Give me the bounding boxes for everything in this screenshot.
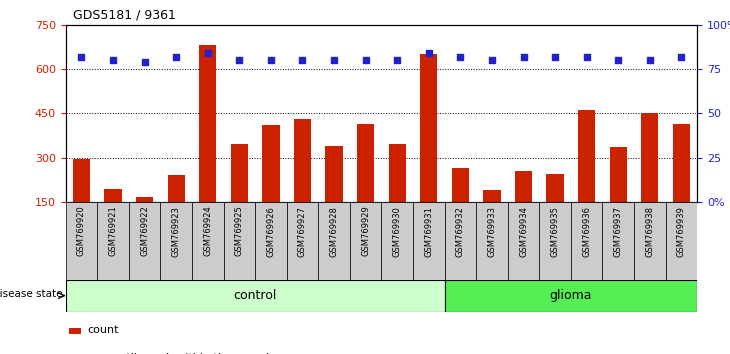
Bar [66, 202, 97, 280]
Point [328, 57, 340, 63]
Bar [357, 124, 374, 202]
Bar [578, 110, 596, 202]
Bar [381, 202, 413, 280]
Text: GSM769926: GSM769926 [266, 206, 275, 257]
Point [549, 54, 561, 59]
Point [265, 57, 277, 63]
Point [76, 54, 88, 59]
Bar [445, 202, 476, 280]
Bar [666, 202, 697, 280]
Text: percentile rank within the sample: percentile rank within the sample [88, 353, 276, 354]
Bar [445, 280, 697, 312]
Text: control: control [234, 289, 277, 302]
Bar [350, 202, 381, 280]
Bar [546, 174, 564, 202]
Bar [515, 171, 532, 202]
Bar [388, 144, 406, 202]
Point [139, 59, 150, 65]
Bar [539, 202, 571, 280]
Point [455, 54, 466, 59]
Bar [255, 202, 287, 280]
Bar [610, 147, 627, 202]
Bar [66, 280, 445, 312]
Point [107, 57, 119, 63]
Text: GSM769924: GSM769924 [203, 206, 212, 256]
Text: GSM769922: GSM769922 [140, 206, 149, 256]
Text: GSM769935: GSM769935 [550, 206, 560, 257]
Text: glioma: glioma [550, 289, 592, 302]
Point [675, 54, 687, 59]
Bar [167, 175, 185, 202]
Bar [318, 202, 350, 280]
Bar [104, 188, 122, 202]
Bar [161, 202, 192, 280]
Bar [128, 202, 161, 280]
Bar [326, 146, 343, 202]
Bar [634, 202, 666, 280]
Bar [231, 144, 248, 202]
Text: GSM769929: GSM769929 [361, 206, 370, 256]
Text: GSM769921: GSM769921 [109, 206, 118, 256]
Point [612, 57, 624, 63]
Bar [199, 45, 217, 202]
Point [360, 57, 372, 63]
Bar [73, 159, 91, 202]
Text: GSM769925: GSM769925 [235, 206, 244, 256]
Text: GSM769930: GSM769930 [393, 206, 402, 257]
Point [518, 54, 529, 59]
Bar [293, 119, 311, 202]
Text: count: count [88, 325, 119, 335]
Text: GSM769931: GSM769931 [424, 206, 434, 257]
Bar [672, 124, 690, 202]
Bar [136, 198, 153, 202]
Text: GSM769937: GSM769937 [614, 206, 623, 257]
Text: GSM769933: GSM769933 [488, 206, 496, 257]
Text: disease state: disease state [0, 289, 62, 299]
Bar [476, 202, 508, 280]
Point [581, 54, 593, 59]
Bar [508, 202, 539, 280]
Text: GSM769920: GSM769920 [77, 206, 86, 256]
Point [170, 54, 182, 59]
Text: GDS5181 / 9361: GDS5181 / 9361 [73, 8, 176, 21]
Point [486, 57, 498, 63]
Bar [262, 125, 280, 202]
Bar [97, 202, 128, 280]
Point [234, 57, 245, 63]
Bar [223, 202, 256, 280]
Bar [452, 168, 469, 202]
Text: GSM769928: GSM769928 [329, 206, 339, 257]
Point [644, 57, 656, 63]
Point [202, 50, 214, 56]
Bar [641, 113, 658, 202]
Text: GSM769939: GSM769939 [677, 206, 686, 257]
Text: GSM769923: GSM769923 [172, 206, 181, 257]
Bar [413, 202, 445, 280]
Point [391, 57, 403, 63]
Text: GSM769927: GSM769927 [298, 206, 307, 257]
Bar [287, 202, 318, 280]
Bar [483, 190, 501, 202]
Text: GSM769934: GSM769934 [519, 206, 528, 257]
Point [296, 57, 308, 63]
Bar [602, 202, 634, 280]
Bar [420, 54, 437, 202]
Text: GSM769932: GSM769932 [456, 206, 465, 257]
Bar [192, 202, 223, 280]
Point [423, 50, 434, 56]
Text: GSM769938: GSM769938 [645, 206, 654, 257]
Bar [571, 202, 602, 280]
Bar [69, 328, 82, 335]
Text: GSM769936: GSM769936 [582, 206, 591, 257]
